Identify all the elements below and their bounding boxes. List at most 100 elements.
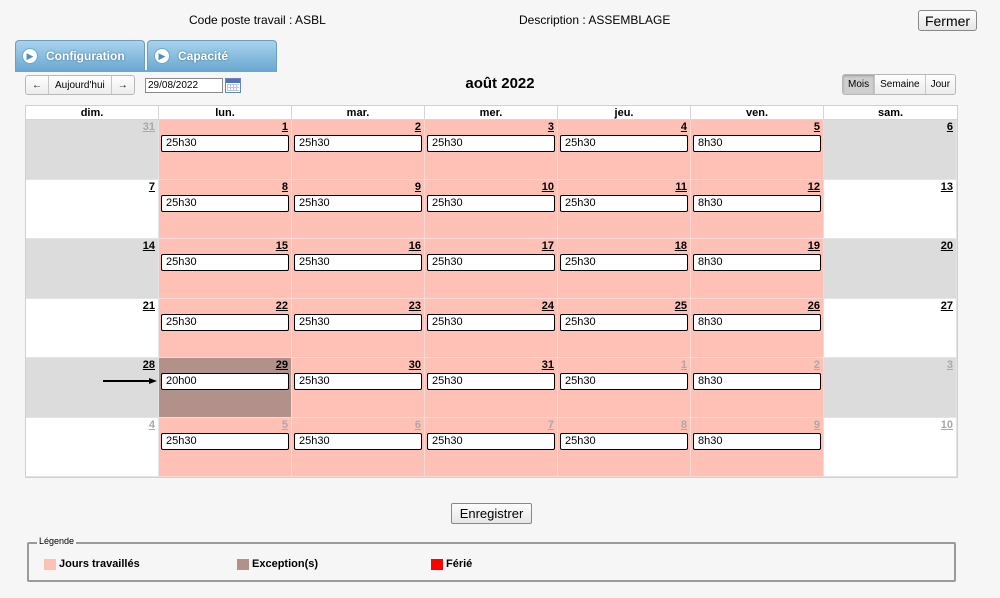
calendar-day-cell[interactable]: 16 25h30 [292,239,425,299]
calendar-day-cell[interactable]: 4 [26,417,159,477]
next-button[interactable]: → [112,76,134,94]
calendar-day-cell[interactable]: 8 25h30 [558,417,691,477]
calendar-day-cell[interactable]: 5 25h30 [159,417,292,477]
day-number-link[interactable]: 31 [541,359,554,371]
capacity-hours-field[interactable]: 25h30 [560,135,688,152]
close-button[interactable]: Fermer [918,10,977,31]
view-week-button[interactable]: Semaine [875,75,926,94]
view-month-button[interactable]: Mois [843,75,876,94]
calendar-day-cell[interactable]: 31 [26,120,159,180]
capacity-hours-field[interactable]: 25h30 [294,135,422,152]
capacity-hours-field[interactable]: 25h30 [427,432,555,450]
calendar-day-cell[interactable]: 7 25h30 [425,417,558,477]
calendar-day-cell[interactable]: 18 25h30 [558,239,691,299]
day-number-link[interactable]: 23 [408,299,421,312]
calendar-day-cell[interactable]: 25 25h30 [558,298,691,358]
capacity-hours-field[interactable]: 25h30 [560,313,688,331]
capacity-hours-field[interactable]: 25h30 [427,135,555,152]
day-number-link[interactable]: 21 [142,299,155,312]
calendar-day-cell[interactable]: 31 25h30 [425,358,558,418]
day-number-link[interactable]: 9 [813,418,820,431]
calendar-day-cell[interactable]: 6 [824,120,957,180]
calendar-day-cell[interactable]: 3 [824,358,957,418]
capacity-hours-field[interactable]: 25h30 [294,373,422,390]
day-number-link[interactable]: 11 [675,180,687,193]
capacity-hours-field[interactable]: 25h30 [161,432,289,450]
capacity-hours-field[interactable]: 25h30 [427,194,555,212]
capacity-hours-field[interactable]: 25h30 [560,373,688,390]
day-number-link[interactable]: 17 [541,240,554,252]
day-number-link[interactable]: 25 [674,299,687,312]
day-number-link[interactable]: 10 [940,418,953,431]
calendar-day-cell[interactable]: 17 25h30 [425,239,558,299]
calendar-day-cell[interactable]: 26 8h30 [691,298,824,358]
calendar-day-cell[interactable]: 22 25h30 [159,298,292,358]
day-number-link[interactable]: 7 [547,418,554,431]
calendar-day-cell[interactable]: 8 25h30 [159,179,292,239]
day-number-link[interactable]: 5 [281,418,288,431]
day-number-link[interactable]: 4 [680,121,687,133]
day-number-link[interactable]: 8 [281,180,288,193]
capacity-hours-field[interactable]: 8h30 [693,313,821,331]
save-button[interactable]: Enregistrer [451,503,532,524]
capacity-hours-field[interactable]: 25h30 [294,254,422,271]
capacity-hours-field[interactable]: 25h30 [161,313,289,331]
calendar-day-cell[interactable]: 12 8h30 [691,179,824,239]
day-number-link[interactable]: 13 [940,180,953,193]
calendar-day-cell[interactable]: 11 25h30 [558,179,691,239]
day-number-link[interactable]: 20 [940,240,953,252]
capacity-hours-field[interactable]: 25h30 [427,254,555,271]
day-number-link[interactable]: 1 [281,121,288,133]
capacity-hours-field[interactable]: 8h30 [693,194,821,212]
capacity-hours-field[interactable]: 25h30 [560,432,688,450]
calendar-day-cell[interactable]: 19 8h30 [691,239,824,299]
previous-button[interactable]: ← [26,76,49,94]
day-number-link[interactable]: 31 [142,121,155,133]
day-number-link[interactable]: 12 [807,180,820,193]
day-number-link[interactable]: 7 [148,180,155,193]
calendar-day-cell[interactable]: 15 25h30 [159,239,292,299]
capacity-hours-field[interactable]: 8h30 [693,373,821,390]
calendar-day-cell[interactable]: 21 [26,298,159,358]
date-input[interactable] [145,78,223,93]
day-number-link[interactable]: 18 [674,240,687,252]
day-number-link[interactable]: 28 [142,359,155,371]
calendar-day-cell[interactable]: 9 25h30 [292,179,425,239]
day-number-link[interactable]: 27 [940,299,953,312]
calendar-day-cell[interactable]: 29 20h00 [159,358,292,418]
calendar-day-cell[interactable]: 1 25h30 [159,120,292,180]
view-day-button[interactable]: Jour [926,75,955,94]
day-number-link[interactable]: 3 [547,121,554,133]
day-number-link[interactable]: 19 [807,240,820,252]
calendar-day-cell[interactable]: 14 [26,239,159,299]
capacity-hours-field[interactable]: 25h30 [560,194,688,212]
day-number-link[interactable]: 10 [541,180,554,193]
capacity-hours-field[interactable]: 25h30 [161,194,289,212]
day-number-link[interactable]: 1 [680,359,687,371]
day-number-link[interactable]: 30 [408,359,421,371]
day-number-link[interactable]: 2 [414,121,421,133]
today-button[interactable]: Aujourd'hui [49,76,112,94]
calendar-picker-icon[interactable] [225,78,241,93]
calendar-day-cell[interactable]: 20 [824,239,957,299]
capacity-hours-field[interactable]: 8h30 [693,254,821,271]
calendar-day-cell[interactable]: 5 8h30 [691,120,824,180]
capacity-hours-field[interactable]: 25h30 [294,313,422,331]
day-number-link[interactable]: 6 [946,121,953,133]
calendar-day-cell[interactable]: 10 [824,417,957,477]
capacity-hours-field[interactable]: 8h30 [693,432,821,450]
calendar-day-cell[interactable]: 4 25h30 [558,120,691,180]
day-number-link[interactable]: 16 [408,240,421,252]
day-number-link[interactable]: 24 [541,299,554,312]
capacity-hours-field[interactable]: 25h30 [294,432,422,450]
calendar-day-cell[interactable]: 23 25h30 [292,298,425,358]
calendar-day-cell[interactable]: 13 [824,179,957,239]
day-number-link[interactable]: 15 [275,240,288,252]
day-number-link[interactable]: 8 [680,418,687,431]
tab-capacity[interactable]: ▶ Capacité [147,40,277,71]
day-number-link[interactable]: 2 [813,359,820,371]
day-number-link[interactable]: 26 [807,299,820,312]
capacity-hours-field[interactable]: 25h30 [161,135,289,152]
capacity-hours-field[interactable]: 25h30 [560,254,688,271]
calendar-day-cell[interactable]: 30 25h30 [292,358,425,418]
